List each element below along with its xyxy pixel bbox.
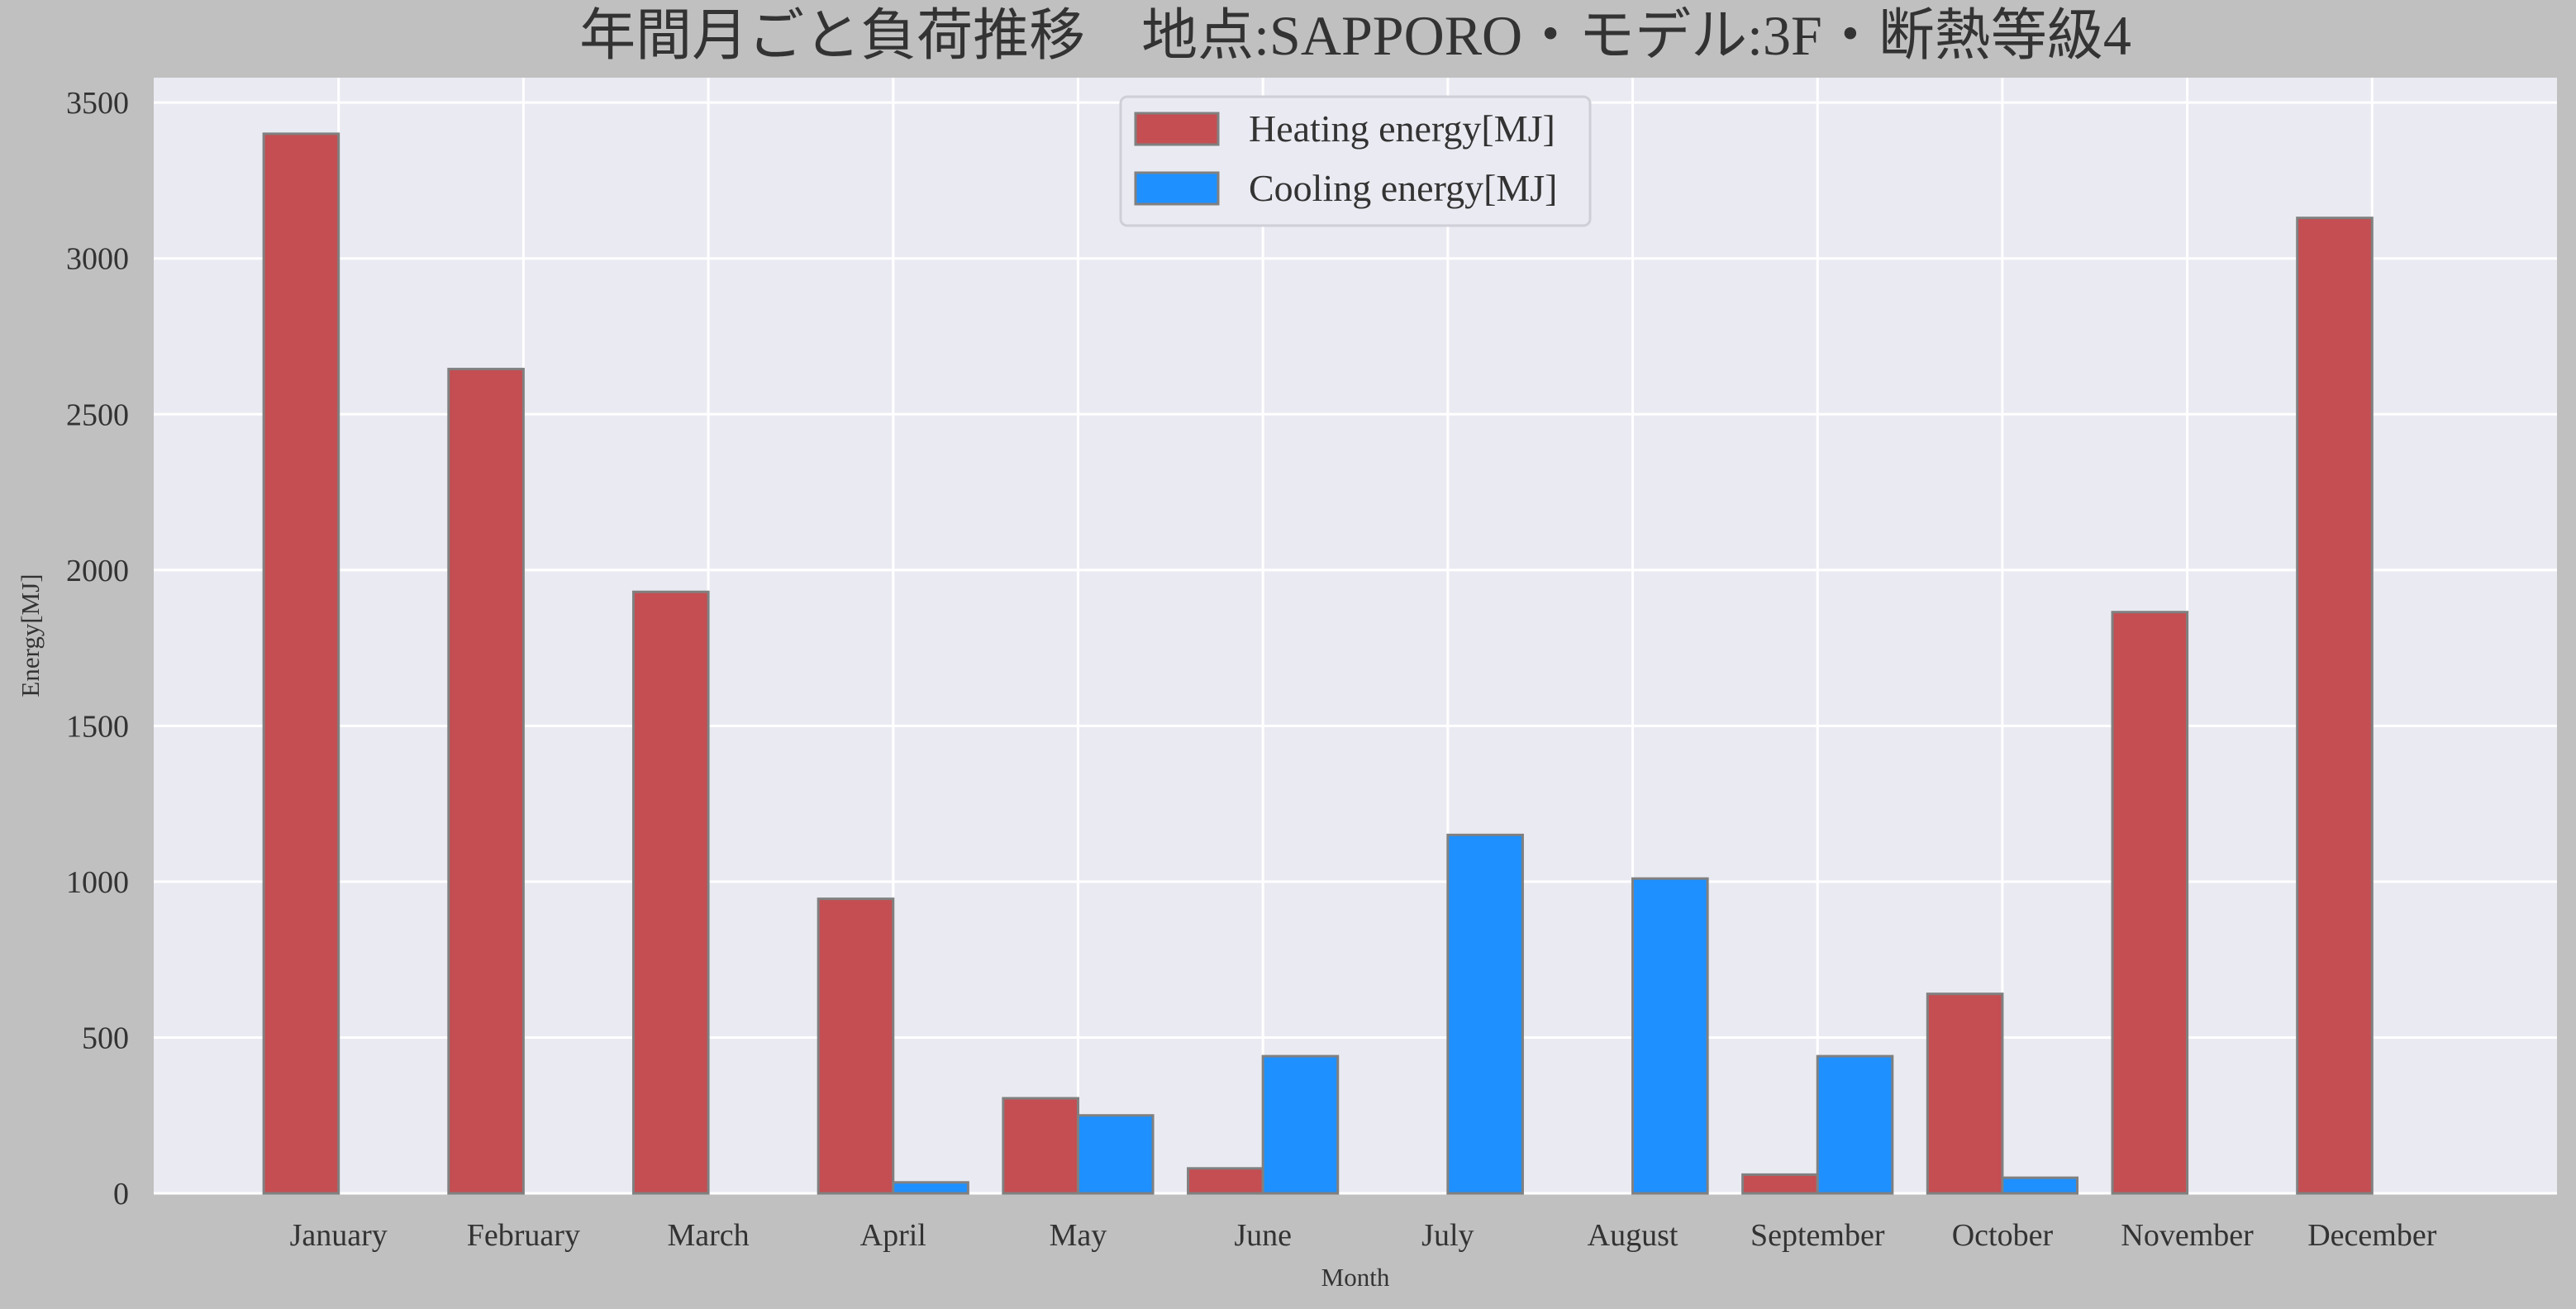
y-tick-label: 1500	[66, 709, 129, 744]
y-axis-label: Energy[MJ]	[16, 574, 45, 697]
bars	[262, 132, 2374, 1195]
heating-bar-march	[631, 590, 710, 1195]
y-tick-label: 3000	[66, 242, 129, 277]
x-axis-label: Month	[1321, 1263, 1390, 1292]
y-tick-label: 1000	[66, 865, 129, 900]
x-tick-label: July	[1421, 1218, 1474, 1253]
x-axis-ticks: January February March April May June July Augu…	[290, 1218, 2437, 1253]
x-tick-label: October	[1952, 1218, 2054, 1253]
heating-bar-november	[2111, 611, 2189, 1195]
legend-label: Cooling energy[MJ]	[1249, 167, 1558, 209]
heating-bar-april	[817, 897, 895, 1195]
heating-bar-september	[1741, 1173, 1819, 1195]
heating-bar-february	[447, 368, 525, 1195]
x-tick-label: June	[1234, 1218, 1292, 1253]
heating-bar-may	[1002, 1097, 1079, 1195]
x-tick-label: February	[467, 1218, 580, 1253]
y-axis-ticks: 0 500 1000 1500 2000 2500 3000 3500	[66, 86, 129, 1211]
chart-title: 年間月ごと負荷推移 地点:SAPPORO・モデル:3F・断熱等級4	[579, 4, 2131, 67]
legend: Heating energy[MJ] Cooling energy[MJ]	[1119, 95, 1592, 227]
heating-bar-december	[2296, 217, 2374, 1195]
heating-bar-january	[262, 132, 340, 1195]
x-tick-label: December	[2307, 1218, 2436, 1253]
x-tick-label: September	[1750, 1218, 1885, 1253]
cooling-bar-august	[1631, 877, 1709, 1195]
legend-swatch	[1134, 171, 1220, 206]
x-tick-label: January	[290, 1218, 388, 1253]
cooling-bar-april	[892, 1181, 969, 1195]
cooling-bar-june	[1261, 1054, 1340, 1195]
y-tick-label: 3500	[66, 86, 129, 121]
x-tick-label: March	[667, 1218, 749, 1253]
cooling-bar-october	[2001, 1176, 2079, 1195]
heating-bar-october	[1926, 992, 2004, 1195]
cooling-bar-july	[1446, 833, 1524, 1195]
legend-swatch	[1134, 112, 1220, 146]
x-tick-label: April	[860, 1218, 926, 1253]
x-tick-label: May	[1050, 1218, 1107, 1253]
legend-box	[1119, 95, 1592, 227]
y-tick-label: 0	[113, 1177, 129, 1211]
y-tick-label: 2500	[66, 397, 129, 432]
cooling-bar-may	[1076, 1114, 1155, 1195]
x-tick-label: November	[2121, 1218, 2254, 1253]
x-tick-label: August	[1588, 1218, 1678, 1253]
heating-bar-june	[1187, 1167, 1264, 1195]
legend-label: Heating energy[MJ]	[1249, 107, 1555, 150]
y-tick-label: 2000	[66, 554, 129, 588]
y-tick-label: 500	[82, 1021, 129, 1055]
cooling-bar-september	[1816, 1054, 1894, 1195]
